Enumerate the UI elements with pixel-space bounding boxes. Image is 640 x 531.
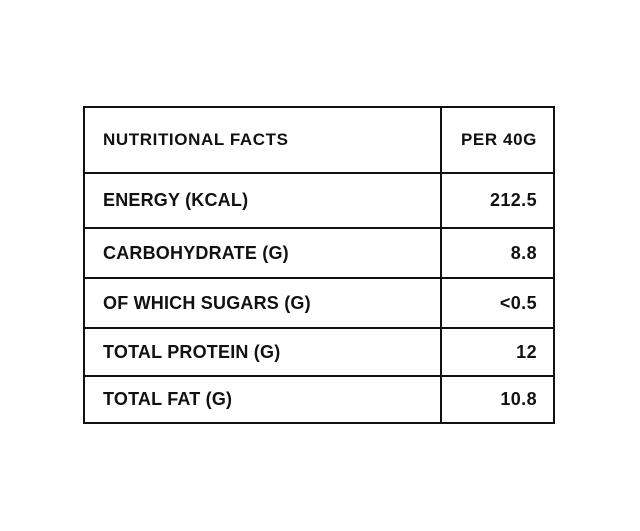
- column-divider: [440, 329, 442, 375]
- row-label: OF WHICH SUGARS (G): [103, 292, 311, 313]
- header-value: PER 40G: [460, 130, 537, 149]
- row-label: TOTAL FAT (G): [103, 389, 233, 409]
- nutrition-facts-table: NUTRITIONAL FACTS PER 40G ENERGY (KCAL) …: [83, 106, 555, 424]
- table-row: TOTAL PROTEIN (G) 12: [85, 327, 553, 375]
- row-value: 8.8: [510, 242, 537, 263]
- table-row: CARBOHYDRATE (G) 8.8: [85, 227, 553, 277]
- table-header-row: NUTRITIONAL FACTS PER 40G: [85, 108, 553, 172]
- row-value: 10.8: [500, 389, 537, 409]
- row-value: 212.5: [489, 190, 537, 210]
- table-row: ENERGY (KCAL) 212.5: [85, 172, 553, 227]
- row-label: TOTAL PROTEIN (G): [103, 341, 281, 362]
- column-divider: [440, 108, 442, 172]
- column-divider: [440, 174, 442, 227]
- row-label: CARBOHYDRATE (G): [103, 242, 289, 263]
- column-divider: [440, 377, 442, 422]
- row-value: <0.5: [499, 292, 537, 313]
- column-divider: [440, 229, 442, 277]
- table-row: OF WHICH SUGARS (G) <0.5: [85, 277, 553, 327]
- row-value: 12: [516, 341, 537, 362]
- header-label: NUTRITIONAL FACTS: [103, 130, 289, 149]
- row-label: ENERGY (KCAL): [103, 190, 249, 210]
- column-divider: [440, 279, 442, 327]
- table-row: TOTAL FAT (G) 10.8: [85, 375, 553, 422]
